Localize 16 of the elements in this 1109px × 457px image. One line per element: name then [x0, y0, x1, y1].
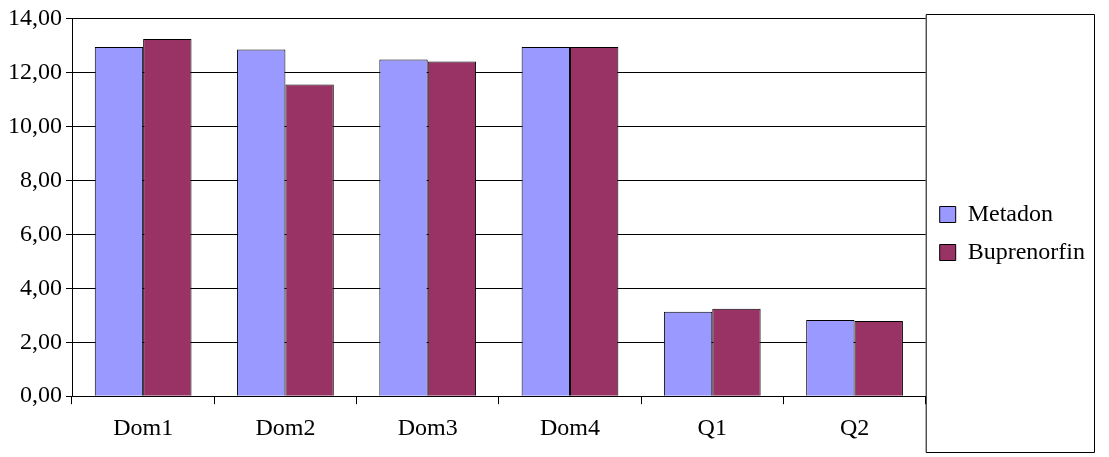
y-tick-label: 0,00: [20, 381, 62, 408]
y-tick-label: 10,00: [8, 111, 62, 138]
x-tick-label: Dom2: [255, 413, 316, 440]
legend-label: Metadon: [967, 199, 1054, 226]
y-tick-label: 14,00: [8, 3, 62, 30]
x-tick-label: Q2: [839, 413, 870, 440]
y-tick-label: 2,00: [20, 327, 62, 354]
x-tick-label: Dom1: [113, 413, 174, 440]
y-tick-label: 6,00: [20, 219, 62, 246]
y-tick-label: 4,00: [20, 273, 62, 300]
legend-label: Buprenorfin: [967, 237, 1086, 264]
x-tick-label: Dom4: [539, 413, 600, 440]
x-tick-label: Dom3: [397, 413, 458, 440]
y-tick-label: 8,00: [20, 165, 62, 192]
x-tick-label: Q1: [697, 413, 727, 440]
y-tick-label: 12,00: [8, 57, 62, 84]
